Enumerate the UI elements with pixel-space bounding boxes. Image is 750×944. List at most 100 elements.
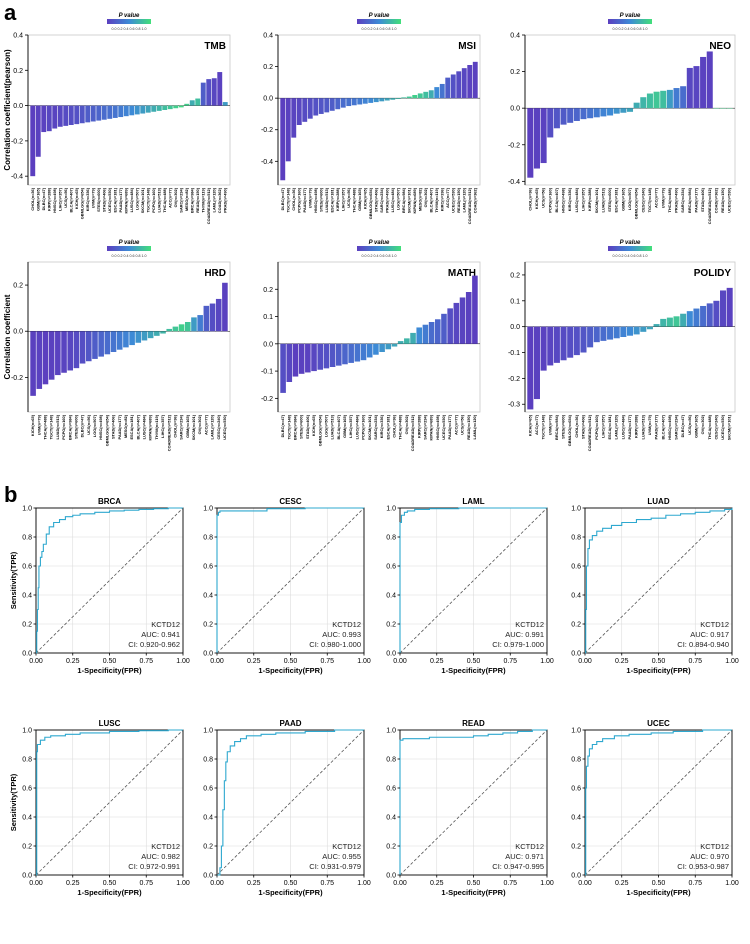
bar <box>560 326 567 361</box>
x-category-label: READ(n=150) <box>466 414 471 439</box>
bar <box>166 328 173 332</box>
bar <box>633 326 640 335</box>
y-tick-label: 0.8 <box>22 757 32 764</box>
x-category-label: THCA(n=488) <box>398 414 403 439</box>
x-category-label: STES(n=600) <box>561 414 566 439</box>
bar <box>167 105 173 110</box>
x-category-label: CHOL(n=36) <box>291 187 296 210</box>
pvalue-legend-bar <box>107 246 151 251</box>
x-category-label: THCA(n=488) <box>43 414 48 439</box>
bar <box>666 89 673 109</box>
bar <box>416 327 423 344</box>
x-category-label: CESC(n=240) <box>713 414 718 439</box>
y-tick-label: 1.0 <box>386 728 396 735</box>
chart-title: NEO <box>709 41 731 52</box>
bar <box>653 324 660 327</box>
y-axis-label: Sensitivity(TPR) <box>9 773 18 831</box>
bar <box>292 343 299 377</box>
x-tick-label: 1.00 <box>725 658 739 665</box>
chart-title: TMB <box>204 41 226 52</box>
x-category-label: SARC(n=234) <box>373 414 378 439</box>
auc-legend-text: CI: 0.947-0.995 <box>492 862 544 871</box>
x-category-label: ACC(n=77) <box>453 414 458 435</box>
chart-title: MATH <box>448 268 476 279</box>
x-tick-label: 1.00 <box>176 880 190 887</box>
bar <box>580 326 587 353</box>
bar <box>123 105 129 117</box>
bar-chart-neo: P value 0.0 0.2 0.4 0.6 0.8 1.0 NEO -0.4 -0.… <box>508 13 736 224</box>
x-tick-label: 0.50 <box>652 880 666 887</box>
bar <box>296 98 302 125</box>
bar <box>533 108 540 169</box>
bar <box>726 287 733 327</box>
bar <box>553 326 560 363</box>
y-tick-label: 0.2 <box>571 622 581 629</box>
y-tick-label: 0.4 <box>203 593 213 600</box>
x-category-label: ESCA(n=181) <box>112 187 117 212</box>
bar <box>533 326 540 400</box>
x-tick-label: 0.00 <box>29 880 43 887</box>
x-category-label: UCS(n=56) <box>86 414 91 434</box>
bar <box>441 313 447 344</box>
x-tick-label: 0.00 <box>210 880 224 887</box>
x-category-label: OV(n=302) <box>197 414 202 434</box>
diagonal-reference <box>216 729 365 876</box>
x-category-label: PAAD(n=177) <box>447 414 452 439</box>
bar <box>123 331 129 348</box>
y-tick-label: 0.2 <box>13 283 23 290</box>
bar <box>693 308 700 327</box>
auc-legend-text: CI: 0.979-1.000 <box>492 640 544 649</box>
x-category-label: KIPAN(n=689) <box>148 414 153 440</box>
y-tick-label: -0.1 <box>508 350 520 357</box>
bar <box>640 97 647 109</box>
bar <box>360 343 367 361</box>
bar <box>600 108 607 117</box>
x-category-label: ESCA(n=181) <box>385 414 390 439</box>
y-tick-label: 1.0 <box>386 506 396 513</box>
y-axis-label: Correlation coefficient(pearson) <box>3 49 12 171</box>
x-category-label: LIHC(n=357) <box>57 187 62 211</box>
y-tick-label: 0.0 <box>22 651 32 658</box>
bar <box>646 326 653 330</box>
x-category-label: CHOL(n=36) <box>527 187 532 210</box>
x-category-label: KIPAN(n=689) <box>123 187 128 213</box>
y-tick-label: 0.8 <box>571 535 581 542</box>
x-axis-label: 1-Specificity(FPR) <box>77 666 142 675</box>
x-category-label: LUSC(n=484) <box>142 414 147 439</box>
x-tick-label: 0.25 <box>615 658 629 665</box>
auc-legend-text: CI: 0.972-0.991 <box>128 862 180 871</box>
y-tick-label: 0.0 <box>386 651 396 658</box>
x-category-label: ACC(n=77) <box>654 187 659 208</box>
bar <box>55 331 61 376</box>
bar <box>305 343 311 373</box>
x-category-label: STAD(n=406) <box>581 414 586 439</box>
x-category-label: STAD(n=406) <box>373 187 378 212</box>
chart-title: LUAD <box>647 497 669 506</box>
bar-chart-hrd: P value 0.0 0.2 0.4 0.6 0.8 1.0 HRD -0.2 0.0… <box>3 240 231 451</box>
bar <box>613 326 620 339</box>
pvalue-legend-ticks: 0.0 0.2 0.4 0.6 0.8 1.0 <box>613 254 648 258</box>
x-category-label: STES(n=600) <box>299 414 304 439</box>
chart-title: MSI <box>458 41 476 52</box>
x-category-label: KICH(n=65) <box>74 187 79 209</box>
bar <box>573 326 580 356</box>
x-category-label: GBM(n=165) <box>35 187 40 211</box>
bar <box>354 343 361 362</box>
x-category-label: STAD(n=406) <box>700 187 705 212</box>
x-tick-label: 0.00 <box>578 880 592 887</box>
bar <box>607 326 614 340</box>
x-category-label: KICH(n=65) <box>311 414 316 436</box>
auc-legend-text: AUC: 0.955 <box>322 852 361 861</box>
x-category-label: KIPAN(n=689) <box>429 414 434 440</box>
bar <box>593 326 600 343</box>
bar <box>41 105 47 133</box>
bar <box>57 105 63 127</box>
bar <box>540 108 547 164</box>
x-category-label: SARC(n=234) <box>379 187 384 212</box>
x-category-label: LUSC(n=484) <box>390 187 395 212</box>
x-tick-label: 1.00 <box>540 880 554 887</box>
x-category-label: THCA(n=488) <box>162 187 167 212</box>
x-category-label: KIRP(n=288) <box>416 414 421 438</box>
x-category-label: MESO(n=82) <box>184 187 189 211</box>
y-tick-label: 0.2 <box>263 287 273 294</box>
